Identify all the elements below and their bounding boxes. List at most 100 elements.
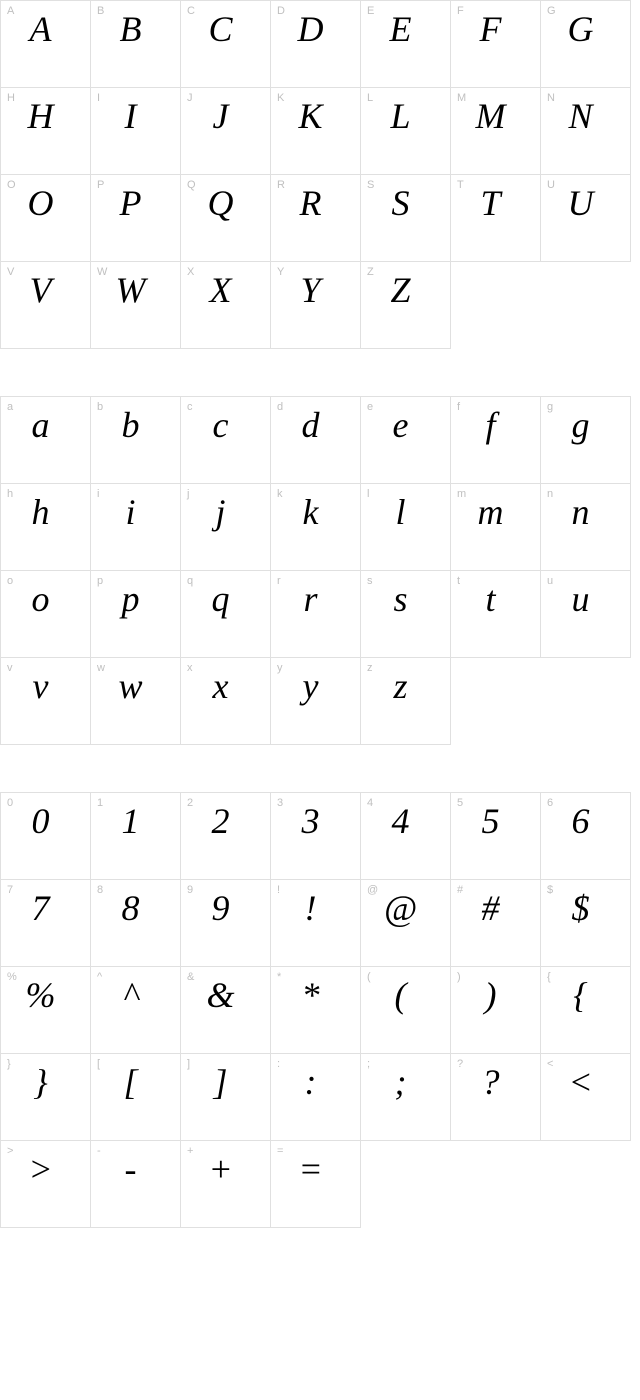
character-cell: VV [0, 261, 91, 349]
character-glyph: r [271, 581, 350, 617]
character-cell: II [90, 87, 181, 175]
character-glyph: * [271, 977, 350, 1013]
character-glyph: 4 [361, 803, 440, 839]
character-cell: 66 [540, 792, 631, 880]
character-glyph: j [181, 494, 260, 530]
character-cell: aa [0, 396, 91, 484]
character-glyph: n [541, 494, 620, 530]
character-glyph: o [1, 581, 80, 617]
character-glyph: 2 [181, 803, 260, 839]
character-glyph: d [271, 407, 350, 443]
character-glyph: ? [451, 1064, 530, 1100]
character-cell: ee [360, 396, 451, 484]
character-glyph: S [361, 185, 440, 221]
character-cell: NN [540, 87, 631, 175]
character-glyph: z [361, 668, 440, 704]
character-glyph: : [271, 1064, 350, 1100]
character-cell: CC [180, 0, 271, 88]
character-glyph: R [271, 185, 350, 221]
character-cell: 22 [180, 792, 271, 880]
character-glyph: 5 [451, 803, 530, 839]
character-cell: JJ [180, 87, 271, 175]
character-glyph: ! [271, 890, 350, 926]
character-cell: DD [270, 0, 361, 88]
character-glyph: T [451, 185, 530, 221]
character-cell: ww [90, 657, 181, 745]
character-cell: WW [90, 261, 181, 349]
character-cell: UU [540, 174, 631, 262]
character-glyph: V [1, 272, 80, 308]
character-glyph: % [1, 977, 80, 1013]
character-cell: xx [180, 657, 271, 745]
character-glyph: Y [271, 272, 350, 308]
character-cell: SS [360, 174, 451, 262]
character-glyph: > [1, 1151, 80, 1187]
character-glyph: U [541, 185, 620, 221]
character-cell: PP [90, 174, 181, 262]
character-cell: BB [90, 0, 181, 88]
character-cell: nn [540, 483, 631, 571]
character-glyph: & [181, 977, 260, 1013]
character-map-container: AABBCCDDEEFFGGHHIIJJKKLLMMNNOOPPQQRRSSTT… [0, 0, 640, 1227]
character-glyph: D [271, 11, 350, 47]
character-glyph: H [1, 98, 80, 134]
character-cell: GG [540, 0, 631, 88]
character-cell: dd [270, 396, 361, 484]
character-cell: {{ [540, 966, 631, 1054]
character-cell: 55 [450, 792, 541, 880]
character-glyph: B [91, 11, 170, 47]
character-glyph: I [91, 98, 170, 134]
character-glyph: + [181, 1151, 260, 1187]
character-glyph: x [181, 668, 260, 704]
character-glyph: g [541, 407, 620, 443]
character-cell: @@ [360, 879, 451, 967]
character-glyph: l [361, 494, 440, 530]
character-glyph: 0 [1, 803, 80, 839]
character-glyph: - [91, 1151, 170, 1187]
character-cell: MM [450, 87, 541, 175]
character-glyph: ^ [91, 977, 170, 1013]
character-cell: gg [540, 396, 631, 484]
character-cell: ]] [180, 1053, 271, 1141]
character-cell: KK [270, 87, 361, 175]
character-cell: zz [360, 657, 451, 745]
character-cell: && [180, 966, 271, 1054]
character-cell: vv [0, 657, 91, 745]
character-glyph: u [541, 581, 620, 617]
character-cell: OO [0, 174, 91, 262]
character-section-uppercase: AABBCCDDEEFFGGHHIIJJKKLLMMNNOOPPQQRRSSTT… [0, 0, 640, 348]
character-glyph: b [91, 407, 170, 443]
character-cell: $$ [540, 879, 631, 967]
character-glyph: ( [361, 977, 440, 1013]
character-glyph: A [1, 11, 80, 47]
character-cell: HH [0, 87, 91, 175]
character-glyph: m [451, 494, 530, 530]
character-glyph: k [271, 494, 350, 530]
character-glyph: W [91, 272, 170, 308]
character-cell: 88 [90, 879, 181, 967]
character-cell: cc [180, 396, 271, 484]
character-glyph: = [271, 1151, 350, 1187]
character-cell: }} [0, 1053, 91, 1141]
character-cell: 11 [90, 792, 181, 880]
character-cell: -- [90, 1140, 181, 1228]
character-glyph: 3 [271, 803, 350, 839]
character-cell: jj [180, 483, 271, 571]
character-glyph: s [361, 581, 440, 617]
character-glyph: 1 [91, 803, 170, 839]
character-cell: RR [270, 174, 361, 262]
character-cell: ;; [360, 1053, 451, 1141]
character-glyph: } [1, 1064, 80, 1100]
character-glyph: J [181, 98, 260, 134]
character-cell: 77 [0, 879, 91, 967]
character-glyph: Z [361, 272, 440, 308]
character-cell: ll [360, 483, 451, 571]
character-glyph: q [181, 581, 260, 617]
character-glyph: { [541, 977, 620, 1013]
character-cell: >> [0, 1140, 91, 1228]
character-glyph: E [361, 11, 440, 47]
character-cell: EE [360, 0, 451, 88]
character-glyph: c [181, 407, 260, 443]
character-cell: ff [450, 396, 541, 484]
character-glyph: 6 [541, 803, 620, 839]
